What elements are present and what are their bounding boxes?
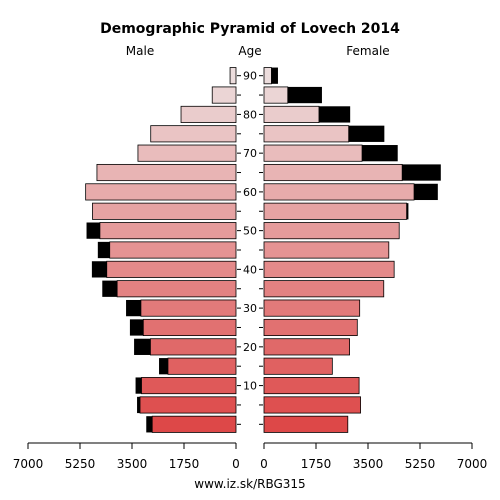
male-excess-15-19	[159, 358, 168, 375]
female-x-tick-label: 7000	[457, 457, 488, 471]
female-excess-55-59	[406, 203, 409, 220]
male-bar-40-44	[106, 260, 237, 278]
female-excess-90+	[271, 67, 278, 84]
female-bar-80-84	[263, 105, 320, 123]
male-excess-25-29	[129, 319, 144, 336]
female-bar-90+	[263, 67, 272, 85]
female-bar-50-54	[263, 222, 400, 240]
female-label: Female	[346, 44, 389, 58]
male-bar-35-39	[116, 280, 237, 298]
male-x-tick-label: 7000	[13, 457, 44, 471]
male-label: Male	[126, 44, 154, 58]
age-label: Age	[238, 44, 261, 58]
male-bar-15-19	[167, 357, 237, 375]
axes-group: 7000 5250 3500 1750 0 0 1750 3500 5250 7000 10 20 30…	[13, 70, 488, 471]
female-excess-80-84	[318, 106, 351, 123]
male-bar-75-79	[150, 125, 237, 143]
male-bar-65-69	[96, 163, 237, 182]
male-bar-80-84	[180, 105, 237, 123]
female-excess-70-74	[362, 145, 398, 162]
male-x-tick-label: 0	[232, 457, 240, 471]
male-bar-55-59	[92, 202, 237, 220]
age-tick-label: 10	[243, 380, 257, 393]
female-bar-45-49	[263, 241, 390, 259]
age-tick-label: 60	[243, 186, 257, 199]
female-x-tick-label: 1750	[301, 457, 332, 471]
male-excess-40-44	[91, 261, 107, 278]
male-excess-10-14	[135, 377, 142, 394]
male-excess-5-9	[137, 396, 141, 414]
male-excess-20-24	[134, 338, 151, 355]
female-bar-5-9	[263, 396, 361, 414]
female-excess-75-79	[348, 125, 385, 142]
male-excess-45-49	[97, 241, 110, 259]
bars-group	[85, 67, 441, 433]
female-x-tick-label: 0	[260, 457, 268, 471]
female-bar-15-19	[263, 357, 333, 375]
age-tick-label: 80	[243, 108, 257, 121]
female-bar-65-69	[263, 163, 403, 182]
male-excess-50-54	[86, 222, 100, 239]
female-excess-85-89	[287, 86, 322, 104]
female-bar-55-59	[263, 202, 408, 220]
age-tick-label: 90	[243, 70, 257, 83]
male-bar-10-14	[141, 377, 237, 395]
male-bar-70-74	[137, 144, 237, 162]
male-bar-5-9	[139, 396, 237, 414]
male-bar-0-4	[151, 415, 237, 433]
female-x-tick-label: 3500	[353, 457, 384, 471]
male-excess-30-34	[126, 299, 141, 317]
female-bar-10-14	[263, 377, 360, 395]
female-bar-70-74	[263, 144, 363, 162]
male-excess-35-39	[102, 280, 118, 297]
female-bar-40-44	[263, 260, 395, 278]
male-excess-0-4	[146, 416, 153, 433]
female-excess-60-64	[414, 183, 438, 201]
female-bar-20-24	[263, 338, 350, 356]
male-x-tick-label: 5250	[65, 457, 96, 471]
female-x-tick-label: 5250	[405, 457, 436, 471]
female-bar-25-29	[263, 318, 358, 337]
age-tick-label: 20	[243, 341, 257, 354]
age-tick-label: 30	[243, 302, 257, 315]
footer-url: www.iz.sk/RBG315	[194, 477, 305, 491]
male-x-tick-label: 3500	[117, 457, 148, 471]
female-bar-85-89	[263, 86, 289, 104]
male-bar-30-34	[140, 299, 237, 317]
male-bar-20-24	[150, 338, 237, 356]
male-bar-90+	[229, 67, 237, 85]
male-bar-85-89	[211, 86, 237, 104]
age-tick-label: 50	[243, 225, 257, 238]
age-tick-label: 40	[243, 263, 257, 276]
chart-title: Demographic Pyramid of Lovech 2014	[100, 21, 400, 37]
male-x-tick-label: 1750	[169, 457, 200, 471]
female-bar-35-39	[263, 280, 385, 298]
female-excess-65-69	[402, 164, 441, 181]
female-bar-75-79	[263, 125, 350, 143]
female-bar-60-64	[263, 183, 415, 201]
male-bar-60-64	[85, 183, 237, 201]
age-tick-label: 70	[243, 147, 257, 160]
female-bar-30-34	[263, 299, 361, 317]
male-bar-50-54	[99, 222, 237, 240]
male-bar-25-29	[142, 318, 237, 337]
female-bar-0-4	[263, 415, 349, 433]
male-bar-45-49	[109, 241, 237, 259]
